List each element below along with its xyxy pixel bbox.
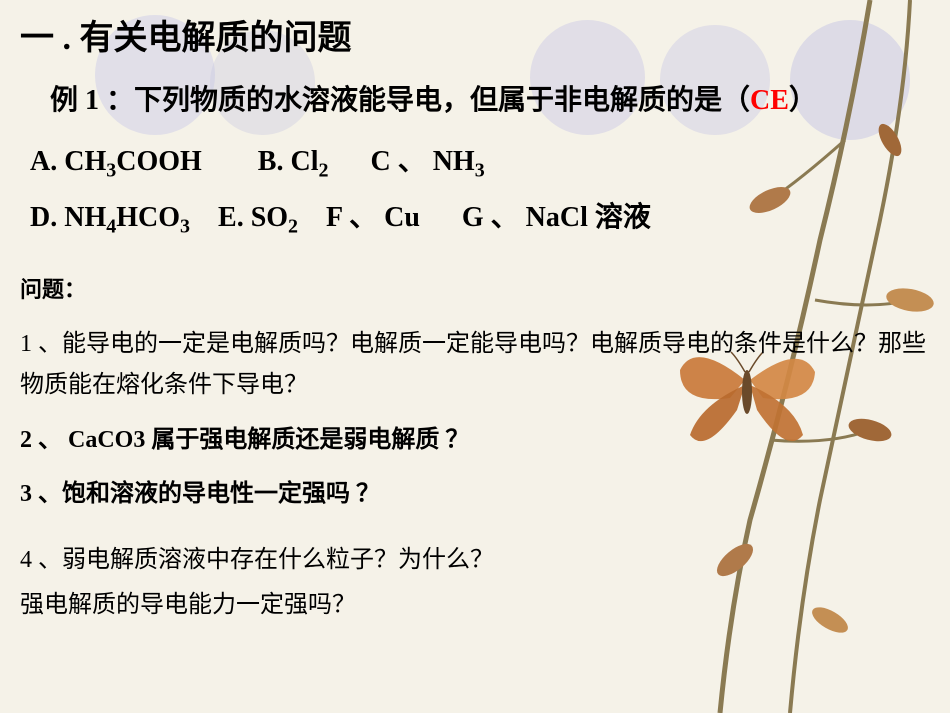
example-suffix: ） xyxy=(789,85,817,116)
example-prefix: 例 1 ：下列物质的水溶液能导电，但属于非电解质的是（ xyxy=(50,85,750,116)
option-f: F 、 Cu xyxy=(326,202,420,233)
option-e: E. SO2 xyxy=(218,202,298,233)
options-line-1: A. CH3COOH B. Cl2 C 、 NH3 xyxy=(30,134,930,191)
question-3: 3 、饱和溶液的导电性一定强吗 ？ xyxy=(20,474,930,515)
question-2: 2 、 CaCO3 属于强电解质还是弱电解质 ？ xyxy=(20,420,930,461)
option-d: D. NH4HCO3 xyxy=(30,202,190,233)
question-4a: 4 、弱电解质溶液中存在什么粒子？为什么？ xyxy=(20,540,930,581)
option-g: G 、 NaCl 溶液 xyxy=(462,202,651,233)
example-answer: CE xyxy=(750,85,789,116)
section-title: 一 . 有关电解质的问题 xyxy=(20,10,930,59)
option-c: C 、 NH3 xyxy=(370,146,484,177)
example-question: 例 1 ：下列物质的水溶液能导电，但属于非电解质的是（CE） xyxy=(50,79,930,124)
options-line-2: D. NH4HCO3 E. SO2 F 、 Cu G 、 NaCl 溶液 xyxy=(30,190,930,247)
question-4b: 强电解质的导电能力一定强吗？ xyxy=(20,585,930,626)
questions-label: 问题： xyxy=(20,272,930,304)
question-1: 1 、能导电的一定是电解质吗？电解质一定能导电吗？电解质导电的条件是什么？那些物… xyxy=(20,324,930,406)
option-b: B. Cl2 xyxy=(258,146,329,177)
option-a: A. CH3COOH xyxy=(30,146,202,177)
